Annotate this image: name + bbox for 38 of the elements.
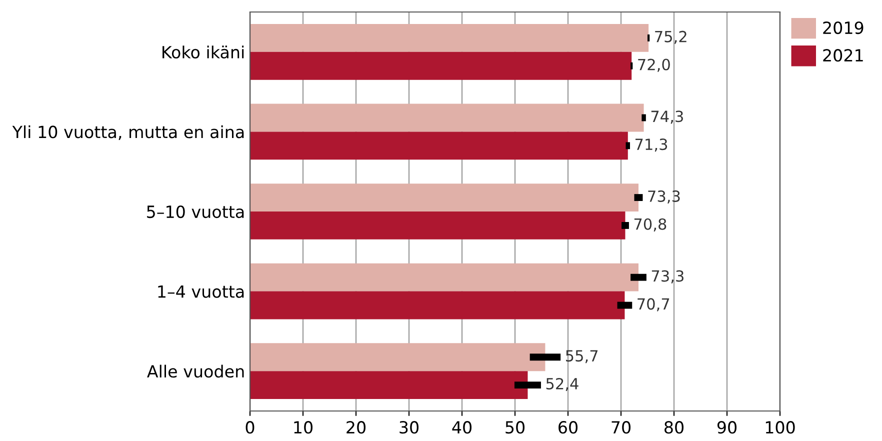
data-label: 70,7 — [638, 298, 670, 312]
y-tick-label: 1–4 vuotta — [158, 285, 244, 298]
x-tick-label: 10 — [294, 421, 312, 434]
data-label: 70,8 — [634, 218, 666, 232]
bar — [250, 24, 649, 52]
bar — [250, 343, 546, 372]
x-tick-label: 0 — [246, 421, 254, 434]
data-label: 73,3 — [648, 190, 680, 204]
bar — [250, 371, 528, 400]
x-tick-label: 30 — [400, 421, 418, 434]
x-tick-label: 40 — [452, 421, 472, 434]
bar — [250, 212, 626, 240]
bar — [250, 184, 638, 212]
x-tick-label: 50 — [506, 421, 524, 434]
x-tick-label: 90 — [717, 421, 736, 434]
y-tick-label: Koko ikäni — [162, 46, 244, 58]
x-tick-label: 100 — [766, 421, 795, 434]
data-label: 74,3 — [651, 110, 683, 124]
bar — [250, 291, 625, 320]
data-label: 75,2 — [655, 30, 686, 44]
y-tick-label: 5–10 vuotta — [147, 205, 244, 218]
x-tick-label: 70 — [612, 421, 630, 434]
bar — [250, 263, 638, 292]
bar — [250, 52, 632, 80]
bar — [250, 132, 628, 160]
bar — [250, 104, 644, 132]
x-tick-label: 20 — [346, 421, 366, 434]
data-label: 72,0 — [638, 58, 670, 72]
y-tick-label: Alle vuoden — [147, 364, 244, 378]
y-tick-label: Yli 10 vuotta, mutta en aina — [12, 125, 244, 140]
legend-label: 2021 — [823, 49, 863, 62]
data-label: 52,4 — [546, 378, 578, 392]
x-tick-label: 80 — [664, 421, 684, 434]
legend-label: 2019 — [823, 21, 864, 34]
data-label: 73,3 — [652, 270, 684, 284]
data-label: 71,3 — [636, 138, 668, 152]
x-tick-label: 60 — [558, 421, 578, 434]
data-label: 55,7 — [566, 350, 598, 364]
